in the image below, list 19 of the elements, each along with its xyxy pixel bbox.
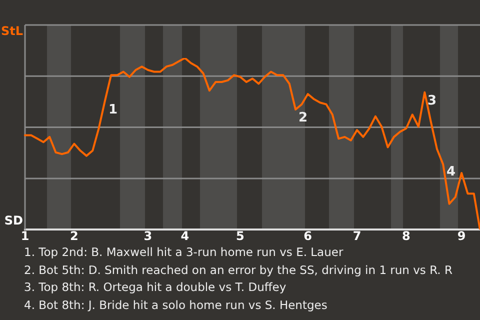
text: 1. Top 2nd: B. Maxwell hit a 3-run home run vs E. Lauer xyxy=(24,244,344,261)
text: 4. Bot 8th: J. Bride hit a solo home run vs S. Hentges xyxy=(24,296,328,314)
annotation: 1 xyxy=(108,102,118,118)
x-tick-label: 6 xyxy=(304,228,312,243)
text: SD xyxy=(4,214,24,228)
annotation: 4 xyxy=(446,164,456,180)
text: 3. Top 8th: R. Ortega hit a double vs T. Duffey xyxy=(24,279,288,296)
x-tick-label: 4 xyxy=(180,228,190,243)
x-tick-label: 9 xyxy=(457,228,466,243)
x-tick-label: 5 xyxy=(236,228,244,243)
x-tick-label: 8 xyxy=(402,228,410,243)
text: StL xyxy=(0,24,24,38)
text: 2. Bot 5th: D. Smith reached on an error by the SS, driving in 1 run vs R. R xyxy=(24,262,452,278)
annotation: 3 xyxy=(427,93,437,108)
x-tick-label: 2 xyxy=(70,228,78,243)
x-tick-label: 3 xyxy=(144,228,152,243)
x-tick-label: 7 xyxy=(352,228,362,243)
x-tick-label: 1 xyxy=(20,228,30,243)
annotation: 2 xyxy=(298,110,308,126)
